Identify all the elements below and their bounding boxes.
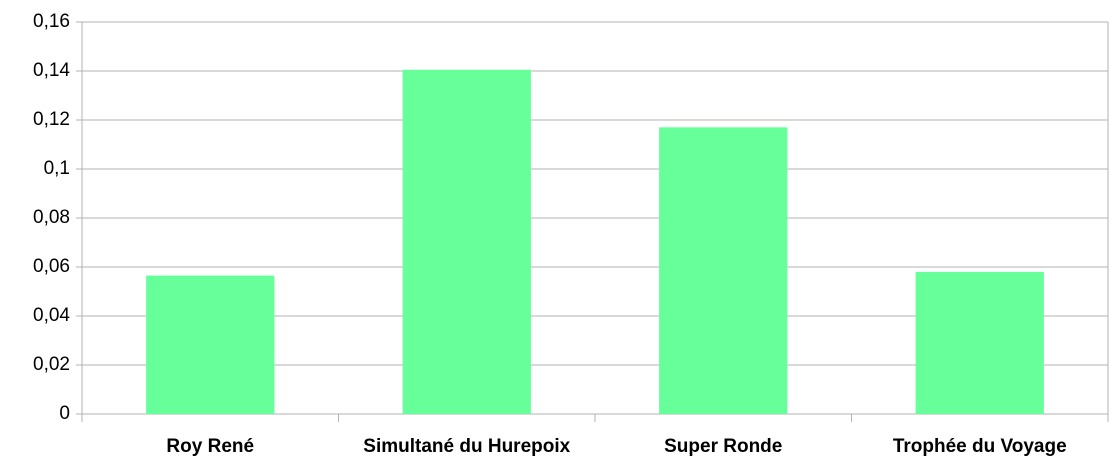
x-tick-label: Simultané du Hurepoix xyxy=(363,436,570,457)
x-tick-label: Trophée du Voyage xyxy=(893,436,1067,457)
y-tick-label: 0,16 xyxy=(33,11,70,32)
bar xyxy=(659,127,788,414)
bar xyxy=(402,69,531,415)
x-tick-label: Roy René xyxy=(166,436,254,457)
y-tick-label: 0,06 xyxy=(33,256,70,277)
y-tick-label: 0 xyxy=(59,403,70,424)
bar xyxy=(146,275,275,414)
bar xyxy=(915,271,1044,414)
x-tick-label: Super Ronde xyxy=(664,436,782,457)
y-tick-label: 0,04 xyxy=(33,305,70,326)
y-tick-label: 0,1 xyxy=(44,158,70,179)
y-tick-label: 0,14 xyxy=(33,60,70,81)
y-tick-label: 0,02 xyxy=(33,354,70,375)
y-tick-label: 0,08 xyxy=(33,207,70,228)
y-tick-label: 0,12 xyxy=(33,109,70,130)
